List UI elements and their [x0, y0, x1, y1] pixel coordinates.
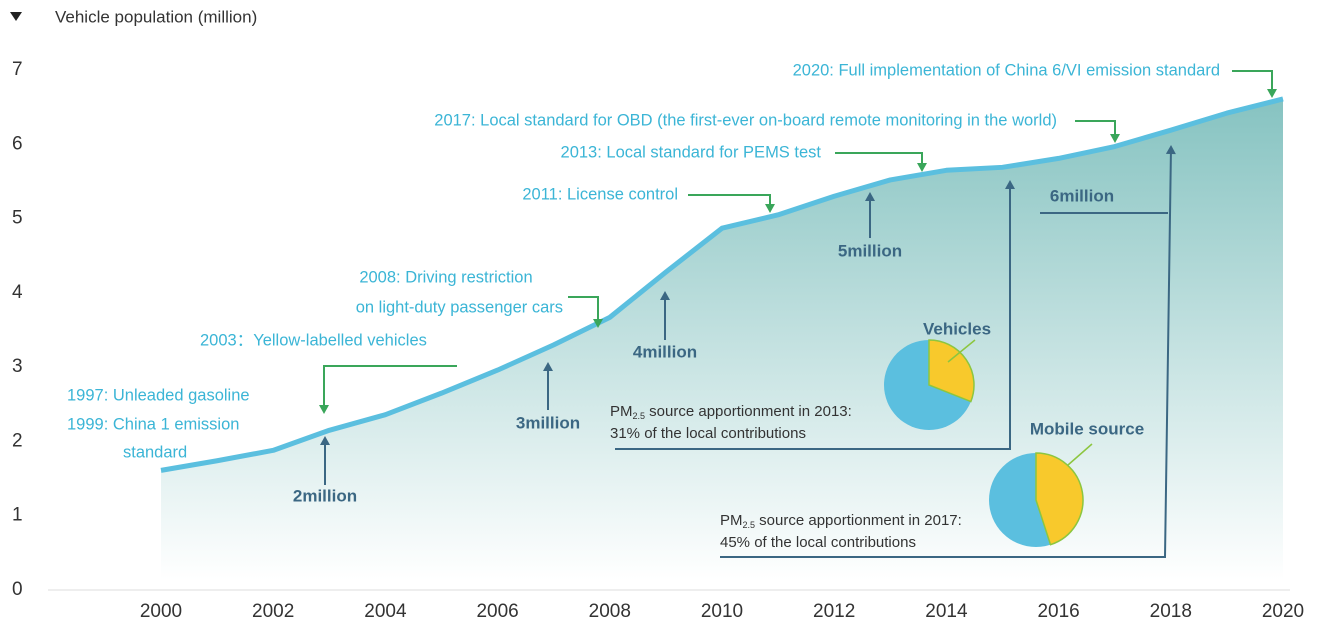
pie-slice	[928, 339, 975, 403]
annotation: 1997: Unleaded gasoline	[67, 386, 250, 404]
annotation: standard	[123, 443, 187, 461]
milestone-arrow-head	[660, 291, 670, 300]
y-tick-label: 6	[12, 133, 23, 154]
milestone-arrow-head	[320, 436, 330, 445]
annotation-arrow	[323, 365, 457, 412]
x-tick-label: 2016	[1037, 601, 1079, 622]
y-tick-label: 0	[12, 579, 23, 600]
y-tick-label: 5	[12, 208, 23, 229]
caption-part: PM	[610, 403, 633, 420]
caption-part: source apportionment in 2017:	[755, 512, 962, 529]
x-tick-label: 2018	[1150, 601, 1192, 622]
line	[160, 96, 1284, 473]
milestone-label: 3million	[516, 413, 580, 432]
annotation: 2020: Full implementation of China 6/VI …	[793, 61, 1220, 79]
annotation-arrow	[1232, 70, 1273, 96]
pie-leader	[947, 339, 976, 363]
pie-connector-head	[1005, 180, 1015, 189]
annotation-arrow-head	[1267, 89, 1277, 98]
x-tick-label: 2006	[476, 601, 518, 622]
x-tick-label: 2014	[925, 601, 968, 622]
pie-caption: 45% of the local contributions	[720, 534, 916, 551]
annotation-arrow	[688, 194, 771, 211]
area	[161, 98, 1283, 580]
pie-title: Mobile source	[1030, 419, 1144, 438]
y-tick-label: 2	[12, 430, 23, 451]
caption-subscript: 2.5	[633, 411, 646, 421]
annotation-arrow	[1075, 120, 1116, 141]
annotation-arrow-head	[1110, 134, 1120, 143]
pie-caption: PM2.5 source apportionment in 2017:	[720, 512, 962, 530]
pie-slice	[1035, 452, 1084, 546]
milestone-arrow-head	[543, 362, 553, 371]
milestone-label: 2million	[293, 486, 357, 505]
annotation-arrow-head	[765, 204, 775, 213]
annotation: 2011: License control	[522, 185, 678, 203]
x-tick-label: 2002	[252, 601, 294, 622]
annotation: 2003：Yellow-labelled vehicles	[200, 331, 427, 349]
y-tick-label: 4	[12, 282, 23, 303]
y-tick-label: 3	[12, 356, 23, 377]
pie-leader	[1067, 443, 1093, 466]
caption-part: PM	[720, 512, 743, 529]
pie-connector-head	[1165, 145, 1176, 155]
annotation: 2017: Local standard for OBD (the first-…	[434, 111, 1057, 129]
milestone-label: 4million	[633, 342, 697, 361]
x-tick-label: 2000	[140, 601, 182, 622]
y-tick-label: 7	[12, 59, 23, 80]
x-tick-label: 2008	[589, 601, 631, 622]
milestone-arrow-head	[865, 192, 875, 201]
annotation-arrow-head	[593, 319, 603, 328]
annotation: 1999: China 1 emission	[67, 415, 239, 433]
annotation: on light-duty passenger cars	[356, 298, 563, 316]
milestone-label: 5million	[838, 241, 902, 260]
caption-subscript: 2.5	[743, 520, 756, 530]
x-tick-label: 2020	[1262, 601, 1304, 622]
annotation-arrow	[568, 296, 599, 326]
x-tick-label: 2004	[364, 601, 407, 622]
annotation-arrow-head	[917, 163, 927, 172]
annotation-arrow	[835, 152, 923, 170]
annotation: 2013: Local standard for PEMS test	[561, 143, 822, 161]
pie-title: Vehicles	[923, 319, 991, 338]
milestone-label: 6million	[1050, 186, 1114, 205]
legend-marker	[10, 12, 22, 21]
x-tick-label: 2012	[813, 601, 855, 622]
pie-caption: 31% of the local contributions	[610, 425, 806, 442]
pie-connector	[720, 146, 1172, 558]
pie-caption: PM2.5 source apportionment in 2013:	[610, 403, 852, 421]
y-axis-label: Vehicle population (million)	[55, 7, 257, 26]
x-tick-label: 2010	[701, 601, 743, 622]
annotation-arrow-head	[319, 405, 329, 414]
annotation: 2008: Driving restriction	[359, 268, 532, 286]
caption-part: source apportionment in 2013:	[645, 403, 852, 420]
y-tick-label: 1	[12, 505, 23, 526]
pie-connector	[615, 182, 1011, 450]
